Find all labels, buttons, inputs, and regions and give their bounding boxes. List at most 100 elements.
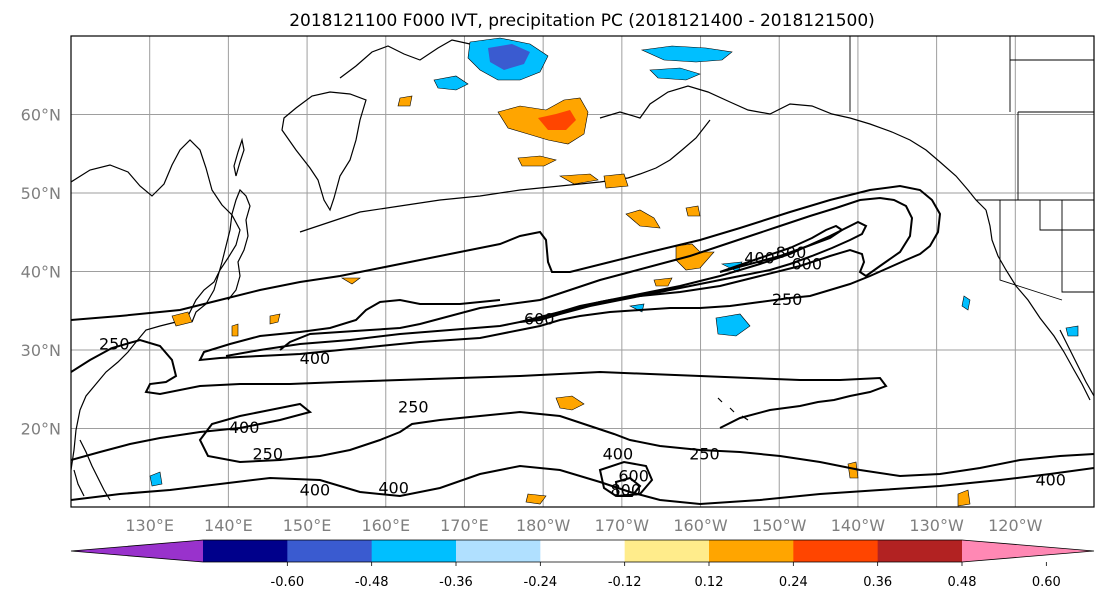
contour-600-south	[598, 460, 654, 498]
contour-label: 400	[603, 445, 634, 464]
alaska-peninsula	[627, 119, 711, 179]
latitude-tick-label: 30°N	[21, 341, 61, 360]
contour-label: 400	[229, 418, 260, 437]
contour-label: 400	[378, 478, 409, 497]
colorbar-tick-label: -0.36	[439, 575, 473, 590]
colorbar: -0.60 -0.48 -0.36 -0.24 -0.12 0.12 0.24 0.36 0.4…	[70, 539, 1095, 590]
colorbar-tick-label: 0.12	[695, 575, 724, 590]
longitude-tick-label: 150°E	[283, 516, 332, 535]
colorbar-segment	[709, 540, 794, 562]
canada-province-borders	[1009, 36, 1094, 112]
kamchatka-coast	[281, 91, 367, 212]
pos-blob-3	[603, 173, 629, 189]
longitude-tick-label: 140°E	[204, 516, 253, 535]
neg-blob-22	[1065, 325, 1079, 337]
longitude-tick-label: 140°W	[831, 516, 886, 535]
latitude-tick-label: 40°N	[21, 263, 61, 282]
contour-400-south	[71, 464, 1094, 506]
colorbar-tick-label: -0.60	[271, 575, 305, 590]
contour-label: 400	[300, 481, 331, 500]
contour-label: 600	[524, 310, 555, 329]
colorbar-segment	[203, 540, 288, 562]
contour-250-north	[71, 184, 942, 362]
longitude-tick-label: 160°W	[673, 516, 728, 535]
pos-blob-21	[847, 461, 859, 479]
contour-label: 600	[618, 467, 649, 486]
latitude-tick-label: 60°N	[21, 106, 61, 125]
russia-north-coast	[339, 39, 471, 79]
pos-blob-bering-core	[538, 110, 576, 130]
contour-label: 250	[398, 398, 429, 417]
contour-label: 250	[689, 445, 720, 464]
pos-blob-4	[625, 209, 661, 229]
longitude-tick-label: 170°E	[440, 516, 489, 535]
contour-label: 250	[99, 335, 130, 354]
pos-blob-18	[685, 205, 701, 217]
colorbar-tick-label: -0.12	[608, 575, 642, 590]
colorbar-segment	[371, 540, 457, 562]
asia-coast	[71, 139, 241, 471]
philippines-coast	[73, 439, 111, 501]
colorbar-tick-label: 0.36	[863, 575, 892, 590]
longitude-tick-label: 130°W	[909, 516, 964, 535]
neg-blob-beaufort-2	[649, 67, 701, 81]
pos-blob-2	[558, 173, 599, 185]
colorbar-outline	[70, 539, 1095, 563]
sakhalin-coast	[233, 137, 245, 177]
precipitation-pc-shading	[149, 37, 1079, 507]
political-borders	[849, 36, 1094, 301]
colorbar-tick-label: -0.48	[355, 575, 389, 590]
latitude-axis: 60°N 50°N 40°N 30°N 20°N	[21, 106, 61, 439]
contour-label: 400	[300, 349, 331, 368]
colorbar-extend-high	[962, 540, 1094, 562]
contour-250-main	[71, 338, 888, 429]
graticule	[71, 36, 1094, 507]
contour-label: 600	[791, 255, 822, 274]
colorbar-segment	[540, 540, 626, 562]
japan-coast	[191, 188, 251, 323]
pos-blob-15	[231, 323, 239, 337]
figure-title: 2018121100 F000 IVT, precipitation PC (2…	[289, 11, 875, 31]
longitude-tick-label: 130°E	[125, 516, 174, 535]
pos-blob-9	[555, 395, 585, 411]
contour-label: 250	[772, 290, 803, 309]
contour-label: 800	[611, 481, 642, 500]
pos-blob-19	[653, 277, 673, 287]
colorbar-tick-label: 0.24	[779, 575, 808, 590]
map-frame	[70, 35, 1095, 508]
neg-blob-16	[149, 471, 163, 487]
neg-blob-siberia-2	[433, 75, 469, 91]
longitude-tick-label: 160°E	[361, 516, 410, 535]
latitude-tick-label: 50°N	[21, 184, 61, 203]
colorbar-segment	[287, 540, 373, 562]
colorbar-segment	[624, 540, 710, 562]
colorbar-segment	[793, 540, 879, 562]
contour-label: 250	[252, 445, 283, 464]
pos-blob-5	[675, 243, 715, 271]
neg-blob-7	[715, 313, 751, 337]
contour-800	[719, 224, 844, 273]
colorbar-tick-label: 0.60	[1032, 575, 1061, 590]
pos-blob-6	[340, 277, 361, 285]
pos-blob-13	[171, 311, 193, 327]
ivt-contours	[71, 184, 1094, 506]
pos-blob-17	[397, 95, 413, 107]
neg-blob-beaufort	[640, 45, 733, 63]
contour-600	[519, 220, 868, 323]
neg-blob-siberia-core	[488, 44, 530, 70]
contour-label: 800	[776, 243, 807, 262]
us-state-borders	[999, 111, 1094, 301]
pos-blob-14	[269, 313, 281, 325]
colorbar-extend-low	[71, 540, 203, 562]
pos-blob-10	[525, 493, 547, 505]
colorbar-tick-label: -0.24	[524, 575, 558, 590]
contour-label: 400	[1035, 471, 1066, 490]
colorbar-tick-label: 0.48	[948, 575, 977, 590]
longitude-tick-label: 150°W	[752, 516, 807, 535]
alaska-coast	[599, 85, 987, 211]
longitude-axis: 130°E 140°E 150°E 160°E 170°E 180°W 170°W 160°W…	[125, 516, 1042, 535]
contour-label: 400	[744, 248, 775, 267]
